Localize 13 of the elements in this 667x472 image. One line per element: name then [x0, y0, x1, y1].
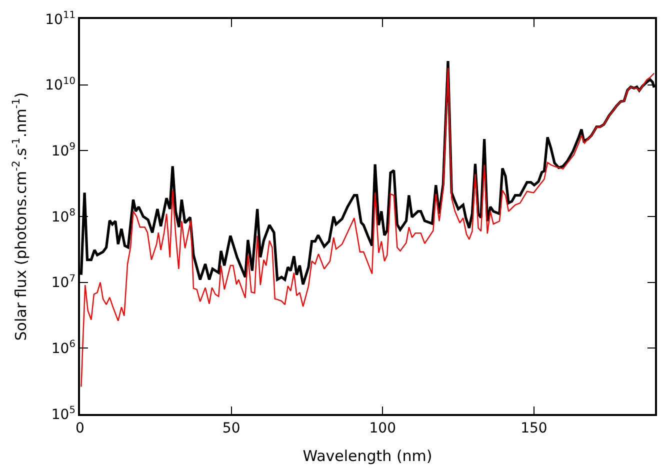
y-tick-label: 10$^{9}$ [51, 142, 76, 160]
x-tick-label: 150 [520, 420, 548, 437]
line-series [80, 67, 655, 388]
y-tick-label: 10$^{11}$ [45, 10, 76, 28]
x-tick-label: 0 [76, 420, 84, 437]
y-tick-label: 10$^{10}$ [45, 76, 76, 94]
x-tick-label: 50 [222, 420, 240, 437]
x-axis-title: Wavelength (nm) [302, 447, 432, 466]
y-tick-label: 10$^{6}$ [51, 339, 76, 358]
y-tick-label: 10$^{5}$ [51, 405, 76, 423]
y-tick-label: 10$^{8}$ [51, 208, 76, 226]
y-tick-label: 10$^{7}$ [51, 273, 76, 292]
x-tick-label: 100 [369, 420, 396, 437]
